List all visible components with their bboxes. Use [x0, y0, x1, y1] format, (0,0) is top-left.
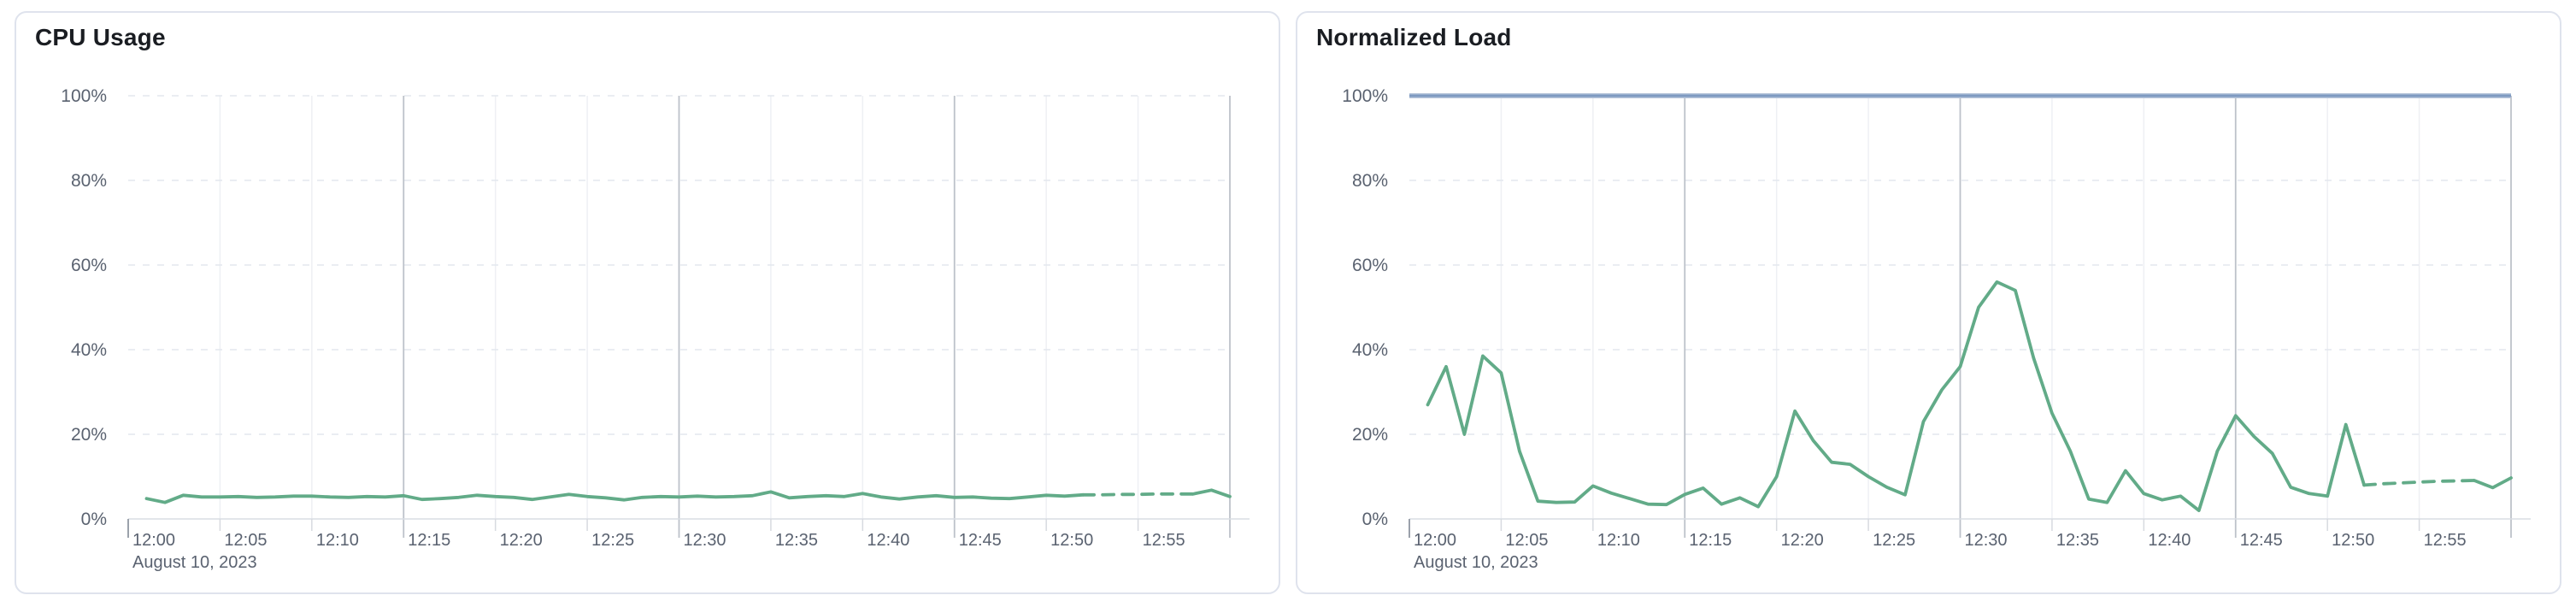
x-tick-label: 12:05	[224, 531, 267, 550]
x-tick-label: 12:50	[1050, 531, 1093, 550]
y-tick-label: 60%	[71, 256, 107, 275]
x-tick-label: 12:25	[1873, 531, 1915, 550]
x-tick-label: 12:50	[2332, 531, 2374, 550]
y-tick-label: 0%	[1362, 510, 1388, 529]
cpu-usage-line-solid[interactable]	[144, 490, 1085, 504]
chart-card-cpu-usage: CPU Usage 0% 20% 40% 60% 80% 100% 12:00 12:05 12…	[15, 11, 1280, 594]
y-tick-label: 60%	[1352, 256, 1388, 275]
normalized-load-line-solid-end[interactable]	[2473, 476, 2513, 490]
x-tick-label: 12:30	[1965, 531, 2008, 550]
normalized-load-line-dashed-projection[interactable]	[2362, 479, 2476, 487]
x-tick-label: 12:30	[684, 531, 726, 550]
cpu-usage-line-dashed-projection[interactable]	[1081, 492, 1195, 497]
x-tick-label: 12:55	[1143, 531, 1185, 550]
x-axis-date-label: August 10, 2023	[132, 553, 257, 572]
x-axis-date-label: August 10, 2023	[1414, 553, 1538, 572]
cpu-usage-chart[interactable]: 0% 20% 40% 60% 80% 100% 12:00 12:05 12:10 12:15 12…	[16, 13, 1282, 596]
normalized-load-line-solid[interactable]	[1426, 280, 2366, 512]
chart-title: Normalized Load	[1316, 24, 1512, 50]
x-tick-label: 12:05	[1505, 531, 1548, 550]
y-tick-label: 80%	[1352, 171, 1388, 191]
x-tick-label: 12:40	[2148, 531, 2191, 550]
chart-card-normalized-load: Normalized Load 0% 20% 40% 60% 80% 100% 12:00 1…	[1296, 11, 2561, 594]
x-tick-label: 12:40	[867, 531, 909, 550]
x-tick-label: 12:00	[1414, 531, 1456, 550]
cpu-usage-line-solid-end[interactable]	[1191, 488, 1232, 498]
y-tick-label: 20%	[1352, 425, 1388, 445]
x-tick-label: 12:15	[408, 531, 450, 550]
x-tick-label: 12:00	[132, 531, 175, 550]
x-tick-label: 12:20	[1781, 531, 1824, 550]
x-tick-label: 12:55	[2424, 531, 2467, 550]
x-tick-label: 12:10	[1597, 531, 1640, 550]
x-tick-label: 12:20	[500, 531, 543, 550]
x-tick-label: 12:35	[2056, 531, 2099, 550]
x-tick-label: 12:35	[775, 531, 818, 550]
y-tick-label: 40%	[1352, 340, 1388, 360]
y-tick-label: 40%	[71, 340, 107, 360]
x-tick-label: 12:25	[591, 531, 634, 550]
y-tick-label: 80%	[71, 171, 107, 191]
y-tick-label: 0%	[81, 510, 107, 529]
x-tick-label: 12:45	[959, 531, 1002, 550]
normalized-load-chart[interactable]: 0% 20% 40% 60% 80% 100% 12:00 12:05 12:10 12:15 12…	[1297, 13, 2563, 596]
x-tick-label: 12:10	[316, 531, 359, 550]
y-tick-label: 100%	[61, 86, 107, 106]
x-tick-label: 12:45	[2240, 531, 2283, 550]
y-tick-label: 100%	[1342, 86, 1388, 106]
x-tick-label: 12:15	[1689, 531, 1732, 550]
chart-title: CPU Usage	[35, 24, 166, 50]
y-tick-label: 20%	[71, 425, 107, 445]
